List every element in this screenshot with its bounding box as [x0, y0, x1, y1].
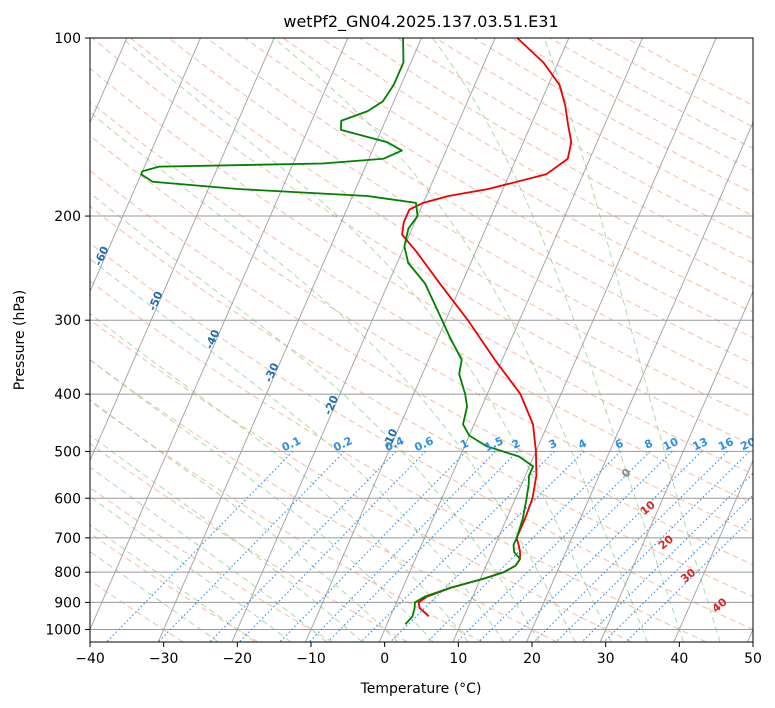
dry-adiabat	[90, 169, 753, 566]
x-tick-label: −30	[149, 651, 179, 667]
isotherm-line	[452, 38, 717, 642]
dry-adiabat	[90, 443, 408, 642]
dry-adiabat	[90, 242, 753, 631]
mixing-ratio-label: 20	[738, 435, 758, 453]
mixing-ratio-line	[478, 451, 673, 642]
x-tick-label: 0	[380, 651, 389, 667]
isotherm-line	[90, 38, 349, 631]
y-tick-label: 300	[54, 313, 81, 329]
mixing-ratio-line	[456, 451, 651, 642]
x-tick-label: −10	[296, 651, 326, 667]
mixing-ratio-line	[106, 451, 294, 642]
moist-adiabat	[90, 359, 434, 642]
isotherm-line	[599, 290, 753, 642]
mixing-ratio-line	[327, 451, 518, 642]
mixing-ratio-line	[360, 451, 555, 642]
y-tick-label: 800	[54, 565, 81, 581]
mixing-ratio-line	[389, 451, 585, 642]
moist-adiabat	[121, 38, 612, 642]
chart-title: wetPf2_GN04.2025.137.03.51.E31	[283, 12, 558, 32]
moist-adiabat	[543, 38, 721, 642]
isotherm-line	[526, 121, 753, 642]
moist-adiabat	[90, 524, 256, 642]
moist-adiabat	[90, 192, 540, 642]
plot-area	[90, 38, 753, 642]
mixing-ratio-line	[507, 451, 703, 642]
y-tick-label: 900	[54, 595, 81, 611]
dry-adiabat	[90, 67, 753, 475]
dry-adiabat	[90, 135, 753, 535]
y-tick-label: 400	[54, 387, 81, 403]
x-tick-label: −20	[223, 651, 253, 667]
isotherm-line	[231, 38, 496, 642]
mixing-ratio-line	[308, 451, 496, 642]
mixing-ratio-line	[533, 451, 728, 642]
isotherm-line	[90, 38, 275, 462]
moist-adiabat	[90, 312, 469, 642]
mixing-ratio-line	[555, 451, 750, 642]
x-tick-label: 10	[449, 651, 467, 667]
moist-adiabat	[90, 111, 576, 642]
y-tick-label: 200	[54, 209, 81, 225]
mixing-ratio-label: 10	[661, 435, 681, 453]
dry-adiabat	[90, 205, 753, 598]
x-tick-label: 20	[523, 651, 541, 667]
mixing-ratio-line	[426, 451, 622, 642]
dry-adiabat	[90, 359, 558, 642]
dry-adiabat	[168, 38, 753, 391]
y-axis-label: Pressure (hPa)	[12, 290, 28, 390]
x-axis-label: Temperature (°C)	[360, 681, 482, 697]
mixing-ratio-label: 16	[716, 435, 736, 453]
axes: −40 −30 −20 −10 0 10 20 30 40 50 100 200 300 400 500 60…	[45, 31, 762, 667]
mixing-ratio-line	[238, 451, 426, 642]
y-tick-label: 1000	[45, 622, 81, 638]
x-tick-label: 50	[744, 651, 762, 667]
dewpoint-profile	[140, 38, 535, 625]
mixing-ratio-line	[157, 451, 345, 642]
x-tick-label: 30	[597, 651, 615, 667]
x-tick-label: −40	[75, 651, 105, 667]
mixing-ratio-line	[581, 472, 753, 642]
dry-adiabat	[90, 319, 632, 642]
y-tick-label: 500	[54, 444, 81, 460]
y-tick-label: 700	[54, 531, 81, 547]
dry-adiabat	[90, 280, 707, 642]
moist-adiabat	[90, 550, 219, 642]
moist-adiabat	[273, 38, 648, 642]
moist-adiabat	[432, 38, 685, 642]
mixing-ratio-line	[209, 451, 397, 642]
mixing-ratio-line	[279, 451, 467, 642]
dry-adiabat	[90, 487, 333, 642]
dry-adiabat	[206, 38, 753, 365]
y-tick-label: 600	[54, 491, 81, 507]
isotherm-line	[90, 38, 201, 293]
moist-adiabat	[90, 399, 398, 642]
x-tick-label: 40	[670, 651, 688, 667]
y-tick-label: 100	[54, 31, 81, 47]
dry-adiabat	[320, 38, 753, 288]
moist-adiabat	[90, 466, 327, 642]
isotherm-line	[305, 38, 570, 642]
dry-adiabat	[90, 101, 753, 505]
mixing-ratio-label: 13	[691, 435, 710, 453]
isotherm-line	[673, 459, 753, 642]
plot-frame	[89, 37, 754, 643]
dry-adiabat	[282, 38, 753, 313]
isotherm-line	[157, 38, 422, 642]
isotherm-line	[378, 38, 643, 642]
